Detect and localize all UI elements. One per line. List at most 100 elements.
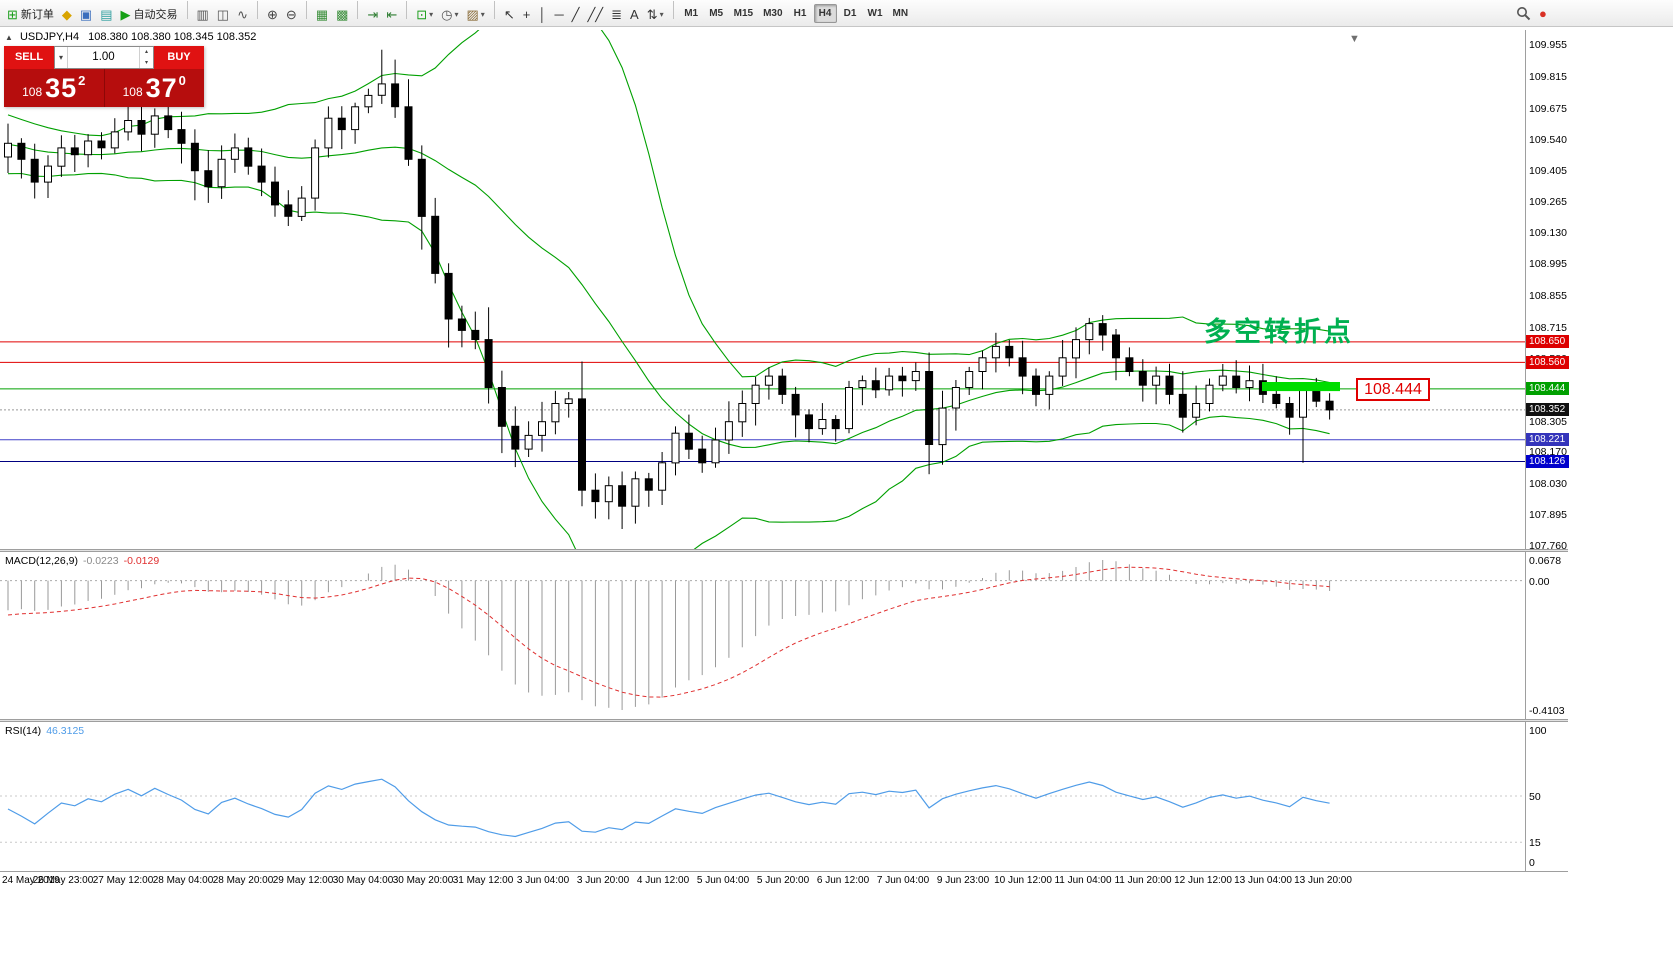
candle (791, 386, 800, 438)
price-scale-label: 109.130 (1529, 227, 1567, 239)
price-scale-label: 108.715 (1529, 322, 1567, 334)
indicators-button[interactable]: ⊡ ▾ (412, 3, 437, 25)
cursor-button[interactable]: ↖ (500, 3, 519, 25)
timeframe-m5-button[interactable]: M5 (709, 7, 724, 19)
candle (778, 368, 787, 404)
line-chart-button[interactable]: ∿ (233, 3, 252, 25)
new-order-button[interactable]: ⊞ 新订单 (3, 3, 58, 25)
macd-panel-chart[interactable] (0, 552, 1525, 718)
timeframe-m30-button[interactable]: M30 (763, 7, 783, 19)
vertical-line-button[interactable]: │ (534, 3, 550, 25)
trade-panel-prices: 108 35 2 108 37 0 (4, 69, 204, 107)
market-watch-button[interactable]: ◆ (58, 3, 76, 25)
arrows-tool-button[interactable]: ⇅ ▾ (643, 3, 668, 25)
crosshair-icon: + (522, 6, 531, 22)
price-level-label-108.650: 108.650 (1526, 335, 1569, 348)
timeframe-m1-button[interactable]: M1 (684, 7, 699, 19)
zoom-in-button[interactable]: ⊕ (263, 3, 282, 25)
buy-button[interactable]: BUY (154, 46, 204, 69)
timeframe-h1-button[interactable]: H1 (793, 7, 807, 19)
timeframe-mn-button[interactable]: MN (892, 7, 909, 19)
toolbar: ⊞ 新订单 ◆ ▣ ▤ ▶ 自动交易 ▥ ◫ ∿ ⊕ ⊖ ▦ ▩ ⇥ ⇤ ⊡ ▾ ◷ ▾ ▨ ▾ ↖ + │ ─ ╱ ╱╱ ≣ A ⇅ ▾ M… (0, 0, 1673, 27)
timeframe-d1-button[interactable]: D1 (843, 7, 857, 19)
sell-price-big: 35 (45, 72, 78, 103)
navigator-button[interactable]: ▤ (96, 3, 116, 25)
trade-panel-collapse-icon[interactable]: ▲ (5, 33, 13, 42)
candle (1058, 340, 1067, 386)
zoom-out-button[interactable]: ⊖ (282, 3, 301, 25)
candle (1072, 327, 1080, 379)
candle (364, 88, 373, 114)
buy-price-sup: 0 (178, 72, 186, 88)
horizontal-line-button[interactable]: ─ (550, 3, 567, 25)
autotrading-button[interactable]: ▶ 自动交易 (117, 3, 182, 25)
data-window-button[interactable]: ▣ (76, 3, 96, 25)
chart-shift-marker-icon[interactable]: ▼ (1349, 33, 1360, 45)
data-window-icon: ▣ (79, 6, 93, 22)
sell-button[interactable]: SELL (4, 46, 54, 69)
volume-decrease-icon[interactable]: ▾ (144, 59, 148, 66)
toolbar-separator (257, 0, 258, 19)
panel-separator[interactable] (0, 719, 1568, 722)
price-scale-label: 108.305 (1529, 416, 1567, 428)
search-button[interactable] (1512, 2, 1535, 24)
periods-button[interactable]: ◷ ▾ (437, 3, 462, 25)
price-scale-label: 109.265 (1529, 196, 1567, 208)
alerts-button[interactable]: ● (1535, 2, 1551, 24)
timeframe-h4-button[interactable]: H4 (813, 3, 837, 23)
panel-separator[interactable] (0, 549, 1568, 552)
time-axis-label: 13 Jun 04:00 (1234, 875, 1292, 886)
auto-scroll-button[interactable]: ⇥ (363, 3, 382, 25)
bollinger-middle-band (7, 143, 1330, 448)
rsi-scale-label: 0 (1529, 857, 1535, 869)
timeframe-m15-button[interactable]: M15 (733, 7, 754, 19)
rsi-panel-chart[interactable] (0, 722, 1525, 870)
time-axis[interactable]: 24 May 2019 26 May 23:00 27 May 12:00 28 Ma… (0, 872, 1525, 890)
sell-price-display[interactable]: 108 35 2 (4, 69, 105, 107)
bar-chart-button[interactable]: ▥ (193, 3, 213, 25)
text-tool-button[interactable]: A (626, 3, 643, 25)
candle (831, 415, 840, 442)
time-axis-label: 9 Jun 23:00 (936, 875, 990, 886)
time-axis-label: 11 Jun 04:00 (1054, 875, 1112, 886)
macd-scale-label: 0.0678 (1529, 555, 1562, 567)
volume-dropdown-button[interactable]: ▾ (55, 47, 68, 68)
candle (204, 150, 213, 203)
equidistant-channel-button[interactable]: ╱╱ (583, 3, 607, 25)
cascade-windows-icon: ▩ (336, 6, 349, 22)
candle (444, 263, 453, 348)
time-axis-label: 31 May 12:00 (452, 875, 514, 886)
volume-input[interactable]: 1.00 (92, 51, 115, 63)
trendline-button[interactable]: ╱ (568, 3, 584, 25)
alert-icon: ● (1539, 5, 1547, 21)
crosshair-button[interactable]: + (519, 3, 535, 25)
tile-windows-button[interactable]: ▦ (312, 3, 332, 25)
chart-shift-button[interactable]: ⇤ (382, 3, 401, 25)
fibonacci-retracement-button[interactable]: ≣ (607, 3, 626, 25)
candle (417, 145, 426, 250)
candle (1032, 368, 1040, 407)
candle (711, 427, 720, 468)
navigator-icon: ▤ (100, 6, 113, 22)
dropdown-caret-icon: ▾ (454, 9, 459, 19)
indicators-icon: ⊡ (416, 6, 428, 22)
highlight-rectangle[interactable] (1262, 382, 1340, 392)
volume-increase-icon[interactable]: ▴ (144, 49, 148, 55)
chart-text-annotation[interactable]: 多空转折点 (1204, 317, 1354, 347)
autotrading-icon: ▶ (120, 6, 131, 22)
candle (257, 148, 266, 197)
candle (190, 129, 199, 201)
price-chart[interactable] (0, 30, 1525, 549)
buy-price-display[interactable]: 108 37 0 (105, 69, 205, 107)
timeframe-w1-button[interactable]: W1 (867, 7, 883, 19)
cascade-windows-button[interactable]: ▩ (332, 3, 352, 25)
candlestick-chart-button[interactable]: ◫ (213, 3, 233, 25)
price-scale[interactable]: 109.955 109.815 109.675 109.540 109.405 109.2… (1525, 30, 1569, 871)
price-callout-label[interactable]: 108.444 (1356, 378, 1430, 401)
candle (1245, 365, 1254, 402)
candle (324, 106, 333, 158)
templates-button[interactable]: ▨ ▾ (463, 3, 489, 25)
rsi-name: RSI(14) (5, 725, 42, 737)
time-axis-label: 28 May 04:00 (152, 875, 214, 886)
candle (524, 421, 533, 457)
